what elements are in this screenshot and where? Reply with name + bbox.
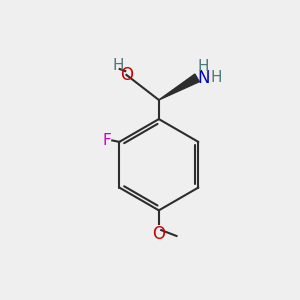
Text: H: H (198, 59, 209, 74)
Text: H: H (210, 70, 222, 86)
Text: F: F (103, 133, 111, 148)
Text: N: N (197, 69, 210, 87)
Polygon shape (159, 74, 199, 100)
Text: O: O (152, 225, 165, 243)
Text: O: O (120, 66, 133, 84)
Text: H: H (112, 58, 124, 73)
